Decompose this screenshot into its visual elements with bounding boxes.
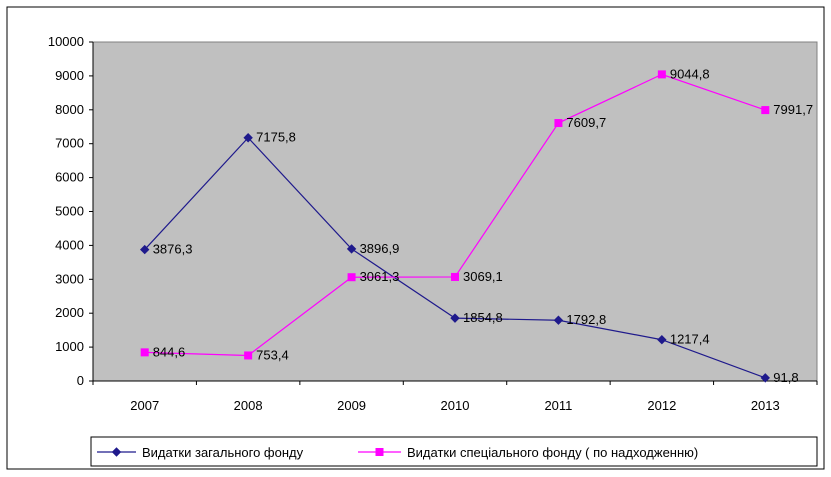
legend-marker bbox=[111, 447, 122, 457]
data-point-marker bbox=[346, 244, 357, 254]
data-point-marker bbox=[140, 348, 149, 357]
data-point-marker bbox=[140, 244, 150, 255]
x-tick-label: 2009 bbox=[337, 398, 366, 413]
data-label: 7991,7 bbox=[773, 102, 813, 117]
y-tick-label: 6000 bbox=[55, 170, 84, 185]
legend-box bbox=[90, 436, 818, 467]
data-point-marker bbox=[760, 373, 770, 383]
data-point-marker bbox=[553, 315, 564, 325]
x-tick-label: 2010 bbox=[441, 398, 470, 413]
legend-marker bbox=[375, 448, 384, 456]
data-label: 9044,8 bbox=[670, 66, 710, 81]
y-tick-label: 7000 bbox=[55, 136, 84, 151]
data-label: 7175,8 bbox=[256, 130, 296, 145]
data-label: 3896,9 bbox=[360, 241, 400, 256]
x-tick-label: 2012 bbox=[647, 398, 676, 413]
legend-label: Видатки загального фонду bbox=[142, 445, 304, 460]
data-label: 1217,4 bbox=[670, 332, 710, 347]
data-label: 3061,3 bbox=[360, 269, 400, 284]
x-tick-label: 2011 bbox=[544, 398, 572, 413]
y-tick-label: 4000 bbox=[55, 237, 84, 252]
legend-label: Видатки спеціального фонду ( по надходже… bbox=[407, 445, 698, 460]
axes: 0 1000 2000 3000 4000 5000 6000 7000 8000 9000 100… bbox=[48, 34, 818, 413]
data-label: 844,6 bbox=[153, 344, 186, 359]
y-tick-label: 10000 bbox=[48, 34, 84, 49]
data-label: 7609,7 bbox=[566, 115, 606, 130]
data-point-marker bbox=[450, 313, 460, 323]
data-point-marker bbox=[243, 133, 253, 143]
y-tick-label: 5000 bbox=[55, 204, 84, 219]
data-point-marker bbox=[554, 119, 563, 128]
data-label: 3069,1 bbox=[463, 269, 503, 284]
y-tick-label: 3000 bbox=[55, 271, 84, 286]
series-group bbox=[140, 70, 770, 383]
data-label: 3876,3 bbox=[153, 242, 193, 257]
data-point-marker bbox=[761, 106, 770, 115]
data-point-marker bbox=[347, 273, 356, 282]
data-label: 91,8 bbox=[773, 370, 798, 385]
y-tick-label: 8000 bbox=[55, 102, 84, 117]
data-label: 1792,8 bbox=[566, 312, 606, 327]
x-tick-label: 2013 bbox=[751, 398, 780, 413]
y-tick-label: 9000 bbox=[55, 68, 84, 83]
data-label: 753,4 bbox=[256, 347, 289, 362]
data-point-marker bbox=[451, 272, 459, 281]
legend: Видатки загального фонду Видатки спеціаль… bbox=[90, 436, 818, 467]
x-tick-label: 2007 bbox=[130, 398, 159, 413]
y-tick-label: 1000 bbox=[55, 339, 84, 354]
data-labels: 3876,3 7175,8 3896,9 1854,8 1792,8 1217,4 91,8… bbox=[153, 66, 813, 385]
data-point-marker bbox=[657, 70, 666, 79]
data-point-marker bbox=[657, 335, 667, 345]
y-tick-label: 0 bbox=[77, 373, 84, 388]
data-point-marker bbox=[244, 351, 253, 360]
data-label: 1854,8 bbox=[463, 310, 503, 325]
x-tick-label: 2008 bbox=[234, 398, 263, 413]
y-tick-label: 2000 bbox=[55, 305, 84, 320]
plot-area bbox=[92, 41, 818, 382]
